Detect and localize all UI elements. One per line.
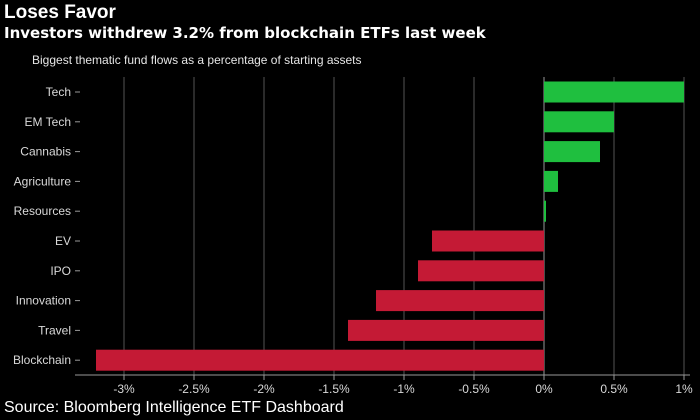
y-tick-label: EV	[55, 234, 71, 248]
y-tick-label: Blockchain	[13, 353, 71, 367]
bar-ipo	[418, 260, 544, 282]
x-tick-label: 0.5%	[600, 382, 628, 396]
y-tick-label: Travel	[38, 323, 71, 337]
chart-title: Loses Favor	[4, 2, 116, 23]
x-tick-label: -1%	[393, 382, 415, 396]
x-tick-label: 1%	[675, 382, 693, 396]
y-tick-label: Resources	[14, 204, 71, 218]
y-tick-label: Innovation	[16, 294, 71, 308]
bar-em-tech	[544, 111, 614, 133]
x-tick-label: 0%	[535, 382, 553, 396]
y-tick-label: Tech	[46, 85, 71, 99]
x-tick-label: -2%	[253, 382, 275, 396]
y-tick-label: EM Tech	[25, 115, 71, 129]
bar-agriculture	[544, 170, 558, 192]
bar-tech	[544, 81, 684, 103]
chart-subtitle: Investors withdrew 3.2% from blockchain …	[4, 24, 486, 42]
bar-innovation	[376, 290, 544, 312]
x-tick-label: -2.5%	[178, 382, 210, 396]
y-tick-label: Agriculture	[14, 174, 72, 188]
x-tick-label: -1.5%	[318, 382, 350, 396]
bar-travel	[348, 319, 544, 341]
bar-blockchain	[96, 349, 544, 371]
bar-ev	[432, 230, 544, 252]
bar-cannabis	[544, 141, 600, 163]
chart-note: Biggest thematic fund flows as a percent…	[32, 53, 362, 67]
source-text: Source: Bloomberg Intelligence ETF Dashb…	[4, 399, 344, 416]
x-tick-label: -3%	[113, 382, 135, 396]
bar-resources	[544, 200, 546, 222]
y-tick-label: IPO	[50, 264, 71, 278]
x-tick-label: -0.5%	[458, 382, 490, 396]
y-tick-label: Cannabis	[20, 145, 71, 159]
